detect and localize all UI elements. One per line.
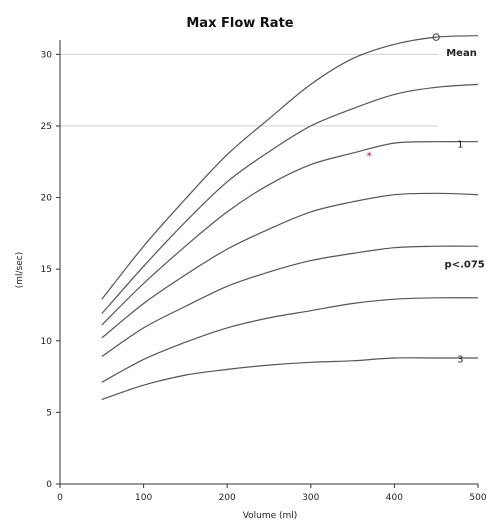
- y-tick-label: 15: [41, 265, 52, 275]
- series-line-5: [101, 297, 479, 383]
- axes: [59, 40, 478, 485]
- x-tick-label: 100: [135, 493, 152, 503]
- series-line-2: [101, 141, 479, 326]
- series-line-4: [101, 245, 479, 357]
- curve-label: Mean: [446, 48, 477, 59]
- x-tick-label: 500: [469, 493, 486, 503]
- y-axis-label: (ml/sec): [15, 252, 25, 289]
- y-tick-label: 30: [41, 50, 53, 60]
- curve-label: 3: [457, 354, 463, 365]
- x-tick-label: 400: [386, 493, 403, 503]
- series-line-3: [101, 192, 479, 339]
- series-line-6: [101, 357, 478, 401]
- y-tick-label: 0: [46, 480, 52, 490]
- x-tick-label: 0: [57, 493, 63, 503]
- circle-marker: [432, 33, 440, 41]
- x-tick-label: 200: [219, 493, 236, 503]
- curve-labels: Mean 1 p<.075 3: [445, 48, 485, 366]
- y-tick-label: 20: [41, 194, 53, 204]
- y-tick-label: 25: [41, 122, 52, 132]
- series-line-1: [101, 83, 479, 314]
- point-markers: ✶: [366, 33, 440, 161]
- gridlines: [60, 53, 438, 127]
- curve-label: 1: [457, 139, 463, 150]
- curve-label: p<.075: [445, 260, 485, 271]
- y-tick-label: 10: [41, 337, 53, 347]
- chart-title: Max Flow Rate: [186, 16, 293, 31]
- y-tick-label: 5: [46, 408, 52, 418]
- star-marker: ✶: [366, 151, 374, 161]
- x-axis-label: Volume (ml): [243, 511, 298, 521]
- x-tick-label: 300: [302, 493, 319, 503]
- series-line-0: [101, 35, 479, 300]
- series-curves: [101, 35, 479, 401]
